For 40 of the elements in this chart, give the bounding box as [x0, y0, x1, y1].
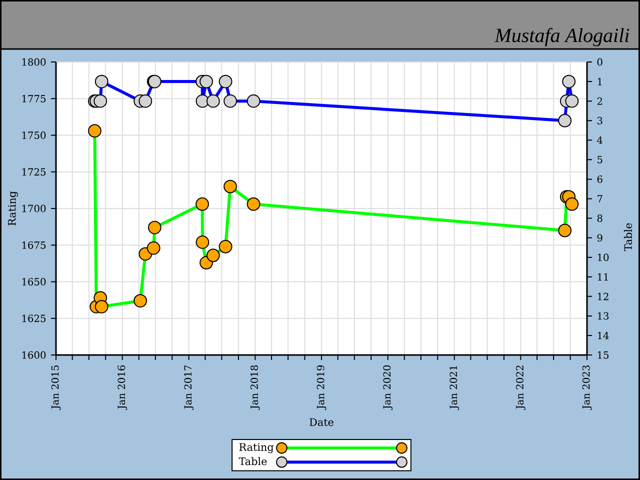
y2-tick-label: 4 — [597, 136, 603, 144]
y2-tick-label: 9 — [597, 234, 602, 242]
y2-tick-label: 15 — [598, 351, 609, 359]
y2-tick-label: 8 — [597, 214, 602, 222]
y2-tick-label: 14 — [598, 332, 609, 340]
x-tick-label: Jan 2023 — [582, 365, 592, 410]
x-tick-label: Jan 2022 — [516, 366, 526, 410]
y2-tick-label: 12 — [598, 292, 608, 300]
y-tick-label: 1600 — [22, 351, 46, 359]
y2-tick-label: 5 — [598, 156, 602, 164]
y-tick-label: 1625 — [22, 314, 46, 322]
legend-label: Table — [238, 457, 267, 466]
x-axis-title: Date — [310, 418, 334, 426]
x-tick-label: Jan 2016 — [118, 365, 128, 410]
y-tick-label: 1675 — [22, 241, 46, 249]
chart-title: Mustafa Alogaili — [494, 28, 630, 46]
y-axis-title: Rating — [8, 191, 18, 226]
y2-tick-label: 13 — [598, 312, 609, 320]
y2-tick-label: 11 — [598, 273, 608, 281]
x-tick-label: Jan 2019 — [316, 365, 326, 410]
legend-label: Rating — [239, 443, 274, 454]
y-tick-label: 1750 — [22, 132, 46, 139]
y2-axis-title: Table — [624, 223, 632, 252]
x-tick-label: Jan 2021 — [450, 366, 460, 410]
x-tick-label: Jan 2017 — [184, 365, 194, 410]
x-tick-label: Jan 2018 — [250, 365, 260, 410]
x-tick-label: Jan 2015 — [51, 365, 61, 410]
y-tick-label: 1700 — [22, 204, 46, 212]
y2-tick-label: 2 — [597, 97, 602, 105]
y-tick-label: 1725 — [22, 168, 46, 176]
x-tick-label: Jan 2020 — [383, 365, 393, 410]
y2-tick-label: 10 — [598, 254, 609, 262]
y2-tick-label: 3 — [597, 116, 602, 124]
y2-tick-label: 7 — [598, 195, 602, 202]
y2-tick-label: 1 — [598, 78, 602, 86]
y2-tick-label: 0 — [597, 58, 602, 66]
y2-tick-label: 6 — [597, 175, 602, 183]
y-tick-label: 1800 — [22, 58, 46, 66]
y-tick-label: 1650 — [22, 278, 46, 286]
y-tick-label: 1775 — [22, 94, 46, 102]
